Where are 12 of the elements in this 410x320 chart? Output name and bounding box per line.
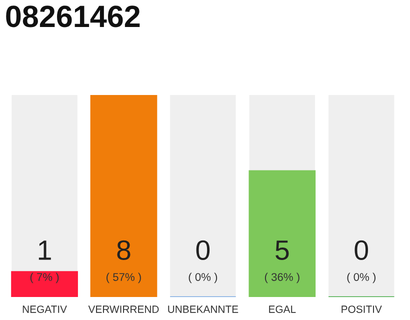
x-tick-label: VERWIRREND	[88, 306, 159, 313]
x-tick-label: NEGATIV	[22, 306, 67, 313]
x-tick-label: POSITIV	[342, 306, 382, 313]
x-tick-label: EGAL	[269, 306, 296, 313]
data-label: 0 ( 0% )	[188, 240, 218, 284]
data-label: 0 ( 0% )	[347, 240, 376, 284]
data-label: 8 ( 57% )	[106, 240, 141, 284]
data-label: 5 ( 36% )	[264, 240, 300, 284]
x-tick-label: UNBEKANNTE	[168, 306, 238, 313]
data-label: 1 ( 7% )	[30, 240, 59, 284]
bar	[11, 271, 78, 297]
chart-title: 08261462	[6, 6, 140, 28]
